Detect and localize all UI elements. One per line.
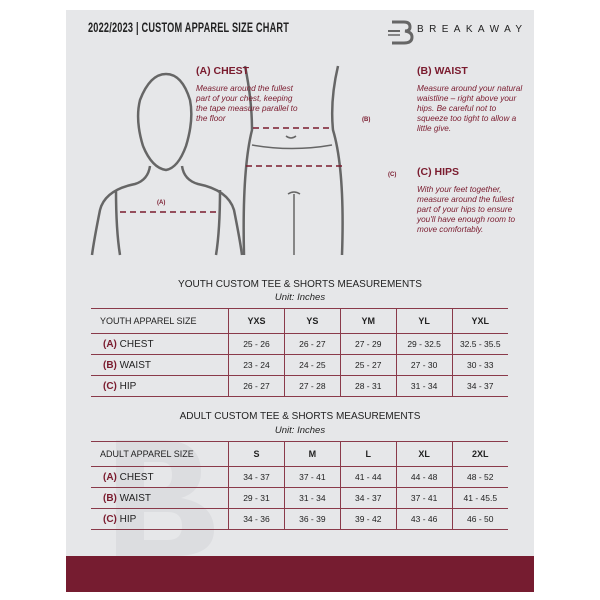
cell: 31 - 34 [283, 487, 341, 509]
cell: 34 - 37 [339, 487, 397, 509]
column-header: M [283, 441, 341, 467]
cell: 26 - 27 [228, 375, 285, 397]
cell: 23 - 24 [228, 354, 285, 376]
cell: 34 - 36 [228, 508, 285, 530]
row-label: (A) CHEST [91, 333, 229, 355]
chest-tag: (A) [157, 200, 166, 206]
adult-size-table: ADULT APPAREL SIZE S M L XL 2XL (A) CHES… [91, 441, 508, 530]
cell: 34 - 37 [228, 466, 285, 488]
youth-unit: Unit: Inches [274, 292, 326, 303]
hips-tag: (C) [388, 172, 397, 178]
cell: 37 - 41 [395, 487, 453, 509]
cell: 41 - 45.5 [451, 487, 508, 509]
cell: 43 - 46 [395, 508, 453, 530]
cell: 36 - 39 [283, 508, 341, 530]
cell: 25 - 27 [339, 354, 397, 376]
column-header: S [228, 441, 285, 467]
table-row: (C) HIP 26 - 27 27 - 28 28 - 31 31 - 34 34 -… [91, 375, 508, 397]
column-header: YM [339, 308, 397, 334]
upper-body-figure [90, 72, 244, 256]
chest-description: Measure around the fullest part of your … [196, 84, 298, 123]
cell: 37 - 41 [283, 466, 341, 488]
cell: 27 - 29 [339, 333, 397, 355]
cell: 39 - 42 [339, 508, 397, 530]
page-title: 2022/2023 | CUSTOM APPAREL SIZE CHART [88, 20, 290, 35]
hips-heading: (C) HIPS [417, 166, 459, 178]
lower-body-figure [242, 65, 344, 256]
cell: 34 - 37 [451, 375, 508, 397]
cell: 27 - 28 [283, 375, 341, 397]
breakaway-logo-icon [388, 20, 414, 45]
footer-bar [66, 556, 534, 592]
row-label: (C) HIP [91, 375, 229, 397]
table-row: (A) CHEST 25 - 26 26 - 27 27 - 29 29 - 32.5… [91, 333, 508, 355]
cell: 28 - 31 [339, 375, 397, 397]
adult-unit: Unit: Inches [274, 425, 326, 436]
column-header: YXL [451, 308, 508, 334]
adult-table-title: ADULT CUSTOM TEE & SHORTS MEASUREMENTS [179, 411, 421, 422]
row-label: (B) WAIST [91, 487, 229, 509]
youth-table-title: YOUTH CUSTOM TEE & SHORTS MEASUREMENTS [178, 279, 422, 290]
table-row: (A) CHEST 34 - 37 37 - 41 41 - 44 44 - 48 48… [91, 466, 508, 488]
waist-tag: (B) [362, 117, 371, 123]
cell: 29 - 32.5 [395, 333, 453, 355]
table-row: (B) WAIST 29 - 31 31 - 34 34 - 37 37 - 41 41… [91, 487, 508, 509]
cell: 25 - 26 [228, 333, 285, 355]
cell: 32.5 - 35.5 [451, 333, 508, 355]
cell: 24 - 25 [283, 354, 341, 376]
row-label: (A) CHEST [91, 466, 229, 488]
column-header: YS [283, 308, 341, 334]
brand-name: BREAKAWAY [417, 24, 528, 35]
cell: 30 - 33 [451, 354, 508, 376]
table-row: (B) WAIST 23 - 24 24 - 25 25 - 27 27 - 30 30… [91, 354, 508, 376]
cell: 27 - 30 [395, 354, 453, 376]
youth-size-table: YOUTH APPAREL SIZE YXS YS YM YL YXL (A) … [91, 308, 508, 397]
body-measurement-illustration [90, 65, 344, 256]
cell: 26 - 27 [283, 333, 341, 355]
table-header-row: ADULT APPAREL SIZE S M L XL 2XL [91, 441, 508, 467]
table-row: (C) HIP 34 - 36 36 - 39 39 - 42 43 - 46 46 -… [91, 508, 508, 530]
waist-description: Measure around your natural waistline – … [417, 84, 523, 133]
column-header: 2XL [451, 441, 508, 467]
cell: 48 - 52 [451, 466, 508, 488]
cell: 41 - 44 [339, 466, 397, 488]
cell: 44 - 48 [395, 466, 453, 488]
cell: 46 - 50 [451, 508, 508, 530]
table-header-row: YOUTH APPAREL SIZE YXS YS YM YL YXL [91, 308, 508, 334]
column-header: L [339, 441, 397, 467]
hips-description: With your feet together, measure around … [417, 185, 516, 234]
row-label: (B) WAIST [91, 354, 229, 376]
column-header: YL [395, 308, 453, 334]
row-label: (C) HIP [91, 508, 229, 530]
cell: 31 - 34 [395, 375, 453, 397]
chest-heading: (A) CHEST [196, 65, 250, 77]
column-header: YXS [228, 308, 285, 334]
column-header: YOUTH APPAREL SIZE [91, 308, 229, 334]
cell: 29 - 31 [228, 487, 285, 509]
column-header: XL [395, 441, 453, 467]
column-header: ADULT APPAREL SIZE [91, 441, 229, 467]
waist-heading: (B) WAIST [417, 65, 468, 77]
